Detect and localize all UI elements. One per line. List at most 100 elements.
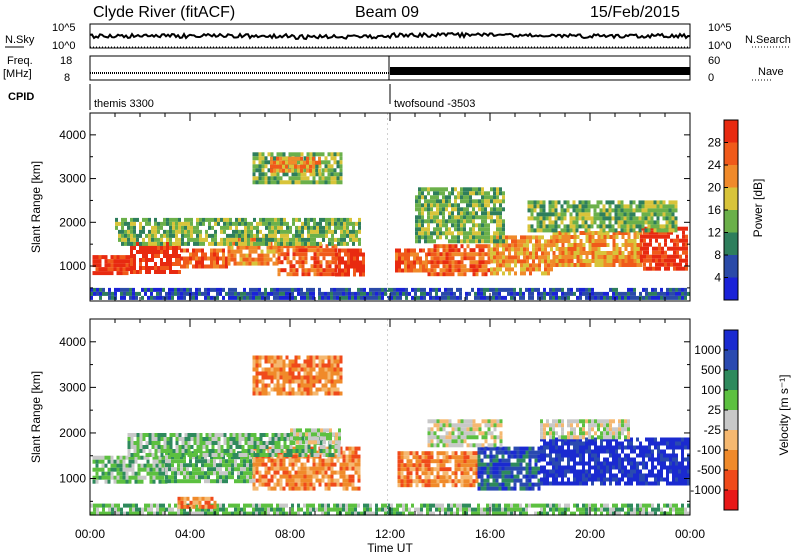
data-cell [98,267,102,272]
data-cell [255,168,259,173]
data-cell [585,291,588,296]
data-cell [306,164,309,169]
data-cell [175,217,178,222]
data-cell [151,241,154,246]
data-cell [125,467,129,472]
data-cell [591,247,595,251]
data-cell [579,239,583,243]
data-cell [469,219,472,224]
data-cell [676,242,679,247]
data-cell [297,478,301,483]
data-cell [547,255,550,260]
data-cell [325,217,328,222]
data-cell [119,255,123,260]
data-cell [564,291,567,296]
data-cell [469,203,472,208]
data-cell [216,264,219,269]
data-cell [572,208,576,213]
data-cell [664,234,667,239]
data-cell [166,254,169,258]
data-cell [280,445,284,449]
data-cell [298,225,301,230]
data-cell [483,478,487,483]
data-cell [463,239,466,244]
data-cell [561,235,565,239]
data-cell [673,242,676,247]
data-cell [430,455,434,460]
data-cell [95,479,99,484]
data-cell [249,479,252,484]
data-cell [615,291,618,296]
data-cell [142,229,145,234]
data-cell [288,375,292,380]
data-cell [346,241,349,246]
data-cell [463,475,467,480]
data-cell [684,287,687,292]
data-cell [152,475,156,480]
data-cell [424,187,427,192]
data-cell [282,450,286,455]
data-cell [576,251,580,255]
data-cell [483,454,487,459]
data-cell [145,453,149,457]
data-cell [127,445,131,449]
data-cell [237,467,240,472]
data-cell [321,466,325,471]
data-cell [330,164,334,169]
data-cell [297,180,301,185]
data-cell [300,482,304,487]
data-cell [671,220,675,225]
colorbar-tick-label: 8 [714,248,721,262]
data-cell [136,233,139,238]
data-cell [154,441,158,445]
data-cell [116,263,120,268]
data-cell [676,246,679,251]
data-cell [641,216,645,221]
data-cell [255,462,259,467]
data-cell [285,164,288,169]
data-cell [301,445,305,449]
data-cell [264,355,268,360]
data-cell [372,287,375,292]
data-cell [409,471,413,476]
data-cell [225,475,228,480]
data-cell [378,295,381,300]
data-cell [445,244,449,249]
data-cell [424,219,427,224]
data-cell [490,255,493,260]
data-cell [627,231,631,235]
data-cell [145,241,148,246]
data-cell [300,156,303,161]
data-cell [169,266,172,270]
data-cell [219,455,222,460]
data-cell [297,160,301,165]
data-cell [271,437,275,441]
data-cell [321,363,325,368]
data-cell [670,246,673,251]
data-cell [427,248,431,253]
data-cell [351,295,354,300]
data-cell [216,463,219,468]
data-cell [496,199,499,204]
data-cell [582,259,586,263]
data-cell [249,463,252,468]
data-cell [286,252,290,257]
data-cell [629,204,633,209]
data-cell [171,479,174,484]
data-cell [199,441,203,445]
data-cell [421,219,424,224]
data-cell [496,243,499,248]
data-cell [184,433,188,437]
data-cell [576,247,580,251]
data-cell [681,295,684,300]
data-cell [415,471,419,476]
data-cell [541,243,544,248]
data-cell [277,244,281,249]
data-cell [124,217,127,222]
data-cell [337,237,340,242]
data-cell [481,215,484,220]
data-cell [502,219,505,224]
data-cell [558,295,561,300]
data-cell [202,237,205,242]
